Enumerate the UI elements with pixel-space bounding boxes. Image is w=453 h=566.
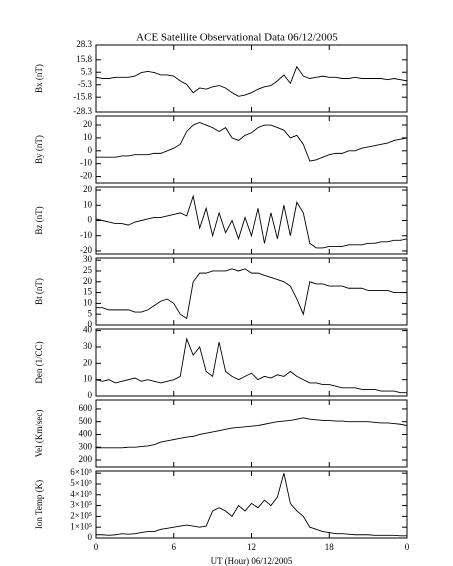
y-tick-label: 10 — [83, 132, 93, 142]
y-axis-label: By (nT) — [34, 135, 44, 164]
y-tick-label: -10 — [80, 230, 92, 240]
y-tick-label: 10 — [83, 199, 93, 209]
y-tick-label: 5×10⁵ — [70, 478, 92, 488]
y-tick-label: 28.3 — [76, 39, 92, 49]
y-tick-label: -5.3 — [78, 79, 93, 89]
y-tick-label: 10 — [83, 374, 93, 384]
y-tick-label: 6×10⁵ — [70, 467, 92, 477]
data-line — [96, 121, 408, 162]
data-line — [96, 417, 408, 449]
y-tick-label: 30 — [83, 341, 93, 351]
y-axis-label: Bz (nT) — [34, 206, 44, 234]
x-tick-label: 12 — [247, 542, 256, 552]
panel-frame — [95, 399, 408, 468]
y-tick-label: 200 — [79, 454, 93, 464]
data-line — [95, 337, 407, 394]
y-tick-label: 20 — [83, 119, 93, 129]
y-tick-label: -15.8 — [73, 91, 92, 101]
y-tick-label: 10 — [83, 297, 93, 307]
y-tick-label: 0 — [88, 145, 93, 155]
panel-frame — [95, 257, 408, 326]
y-tick-label: 4×10⁵ — [70, 489, 92, 499]
data-line — [96, 473, 407, 537]
y-tick-label: 15.8 — [76, 54, 92, 64]
y-tick-label: 5.3 — [81, 66, 93, 76]
y-tick-label: 1×10⁵ — [70, 521, 92, 531]
y-tick-label: 3×10⁵ — [70, 500, 92, 510]
y-tick-label: 2×10⁵ — [70, 510, 92, 520]
y-tick-label: 15 — [83, 287, 93, 297]
y-tick-label: 400 — [79, 429, 93, 439]
y-tick-label: 0 — [88, 319, 93, 329]
x-tick-label: 0 — [94, 542, 99, 552]
y-axis-label: Ion Temp (K) — [34, 480, 44, 529]
y-tick-label: -20 — [80, 171, 92, 181]
y-axis-label: Bx (nT) — [34, 64, 44, 93]
y-tick-label: -20 — [80, 245, 92, 255]
y-axis-label: Bt (nT) — [34, 278, 44, 305]
x-tick-label: 0 — [405, 542, 410, 552]
data-line — [96, 268, 407, 320]
y-tick-label: 25 — [83, 265, 93, 275]
y-axis-label: Vel (Km/sec) — [34, 410, 44, 458]
y-tick-label: 20 — [83, 357, 93, 367]
y-axis-label: Den (1/CC) — [34, 341, 44, 383]
data-line — [95, 65, 408, 97]
y-tick-label: 30 — [83, 254, 93, 264]
x-tick-label: 6 — [172, 542, 177, 552]
y-tick-label: 300 — [79, 441, 93, 451]
panel-frame — [95, 328, 408, 397]
y-tick-label: 5 — [88, 308, 93, 318]
y-tick-label: -28.3 — [73, 106, 92, 116]
y-tick-label: 20 — [83, 184, 93, 194]
x-tick-label: 18 — [325, 542, 335, 552]
data-line — [95, 194, 408, 249]
y-tick-label: 0 — [88, 532, 93, 542]
y-tick-label: 600 — [79, 403, 93, 413]
y-tick-label: 0 — [88, 390, 93, 400]
y-tick-label: 40 — [83, 325, 93, 335]
y-tick-label: -10 — [80, 158, 92, 168]
panel-frame — [95, 470, 408, 539]
y-tick-label: 500 — [79, 416, 93, 426]
y-tick-label: 20 — [83, 276, 93, 286]
chart-title: ACE Satellite Observational Data 06/12/2… — [136, 32, 338, 44]
panel-frame — [95, 115, 408, 184]
y-tick-label: 0 — [88, 215, 93, 225]
x-axis-label: UT (Hour) 06/12/2005 — [211, 556, 293, 566]
